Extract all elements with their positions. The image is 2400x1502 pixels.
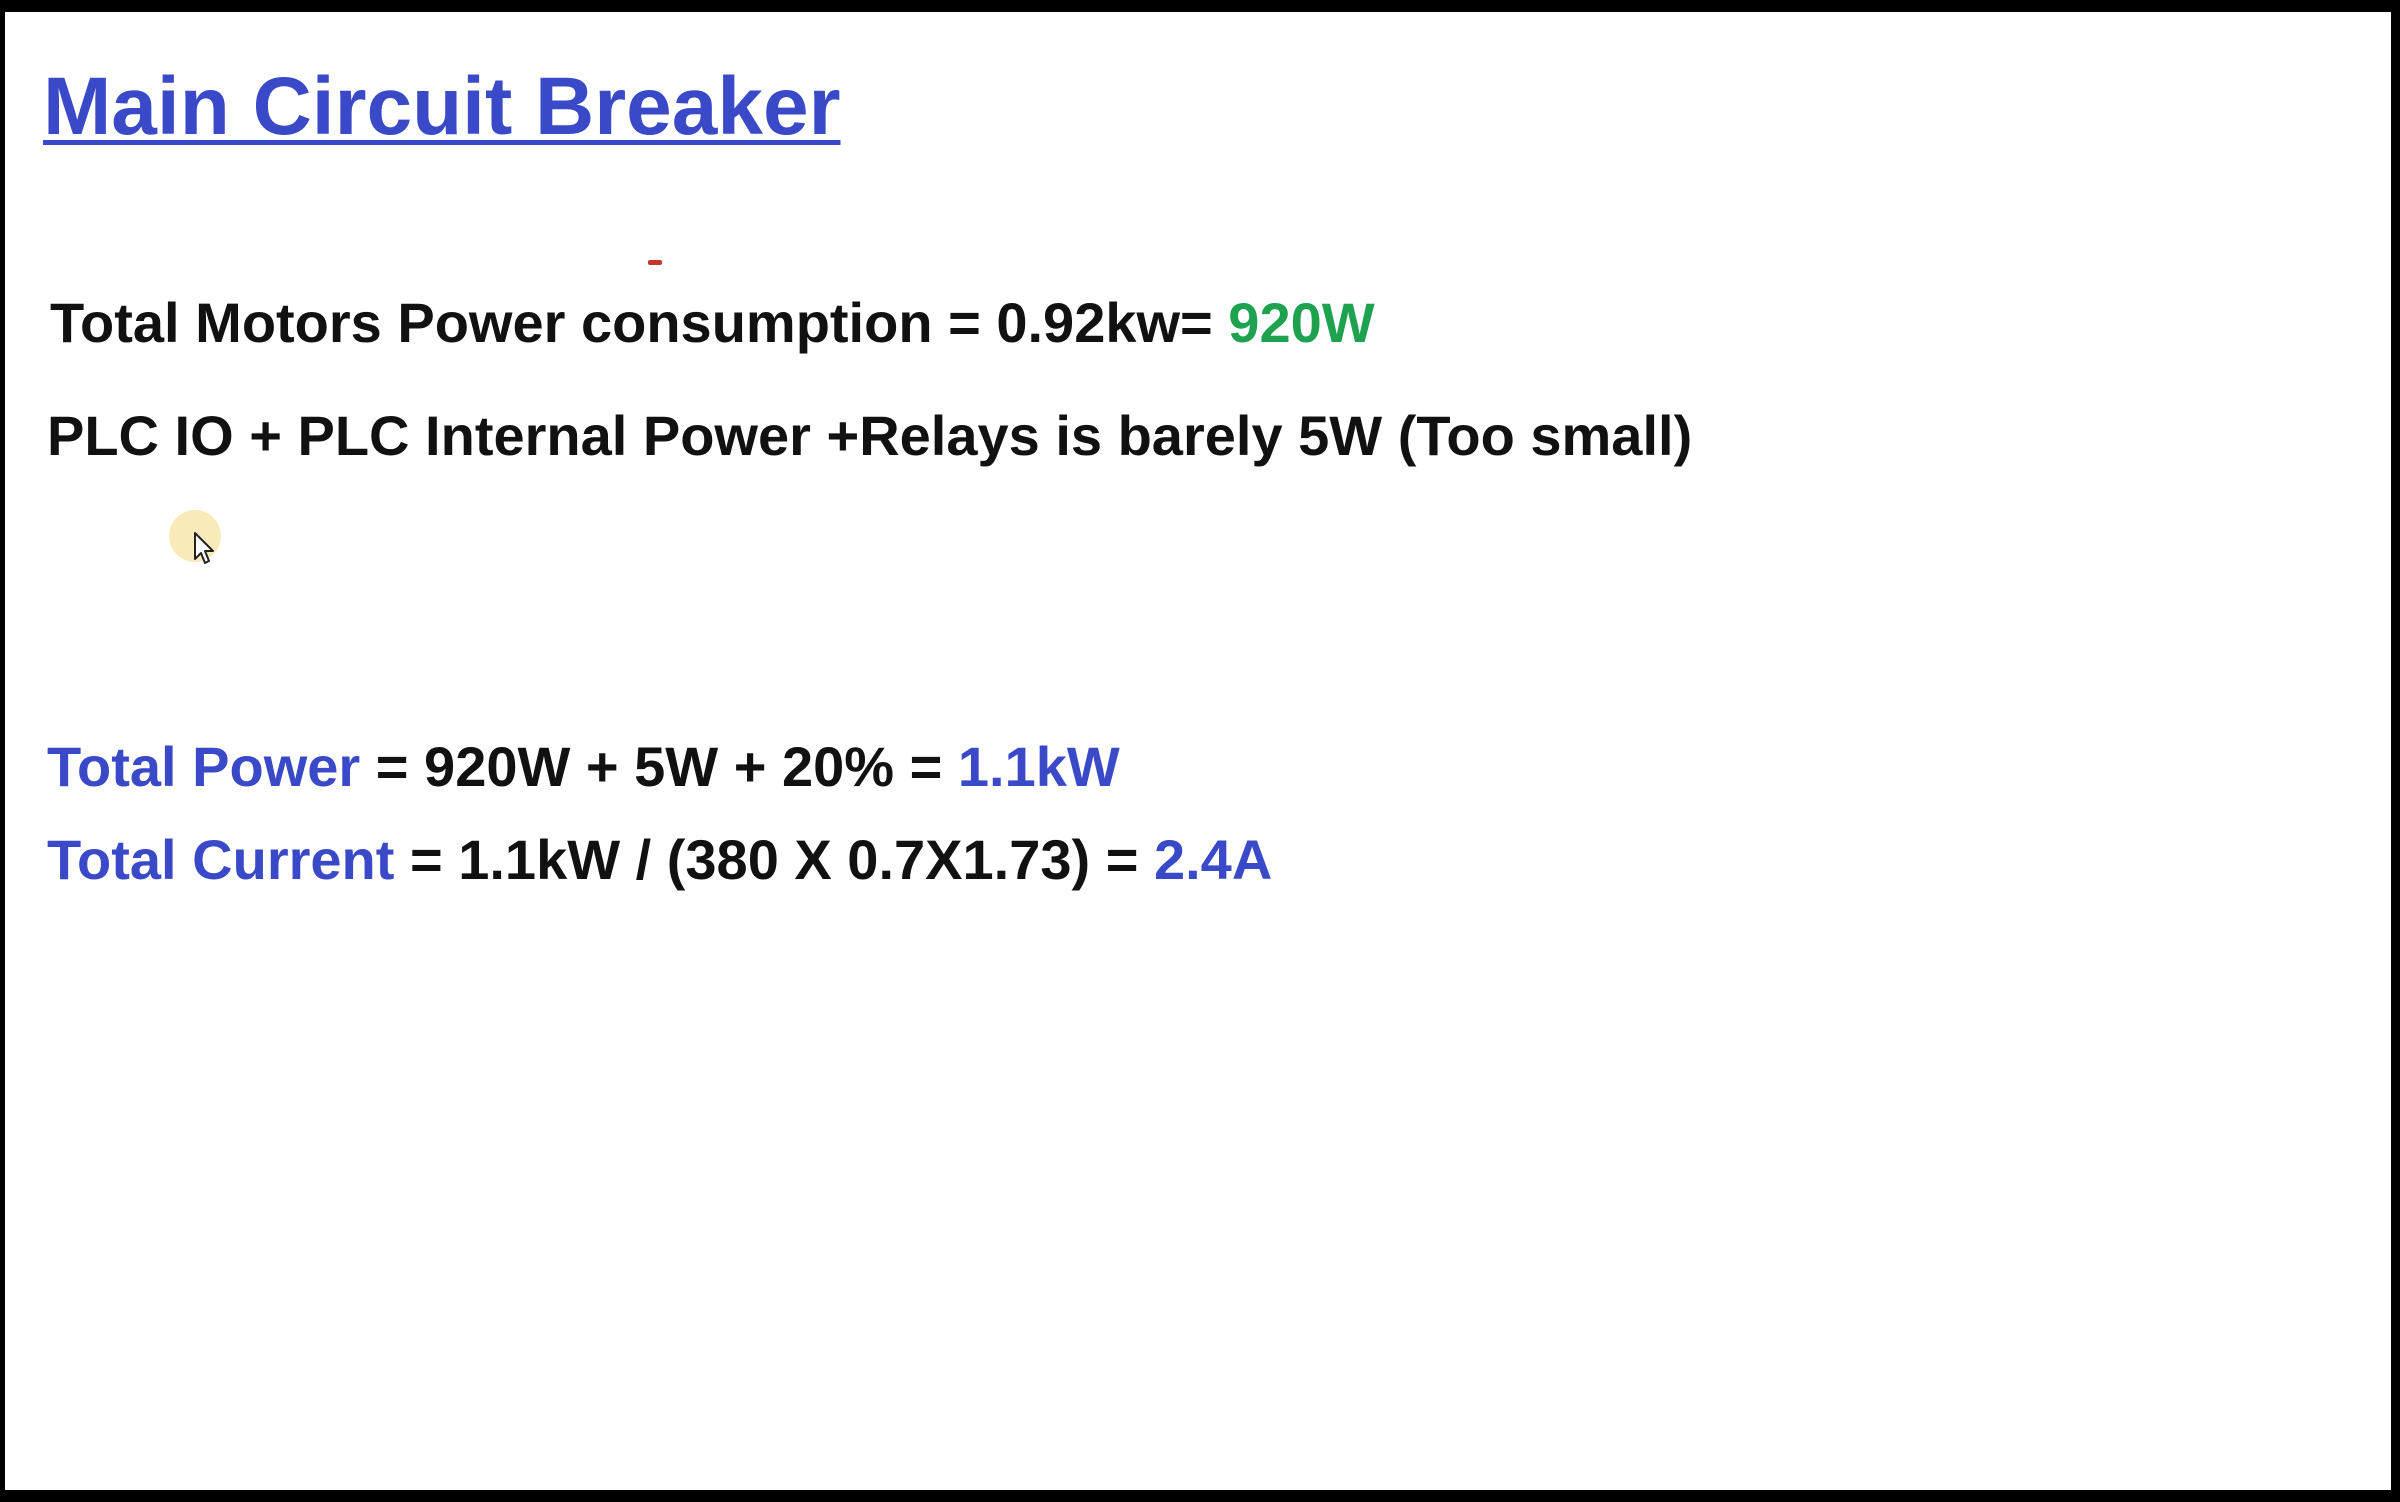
total-current-result: 2.4A	[1153, 828, 1273, 891]
total-power-expression: = 920W + 5W + 20% =	[360, 735, 958, 798]
plc-power-line: PLC IO + PLC Internal Power +Relays is b…	[47, 404, 1693, 467]
total-power-result: 1.1kW	[957, 735, 1120, 798]
total-power-line: Total Power = 920W + 5W + 20% = 1.1kW	[47, 739, 1120, 795]
slide-title: Main Circuit Breaker	[43, 61, 841, 152]
total-current-expression: = 1.1kW / (380 X 0.7X1.73) =	[394, 828, 1154, 891]
red-dash-mark	[648, 260, 662, 265]
motors-power-line: Total Motors Power consumption = 0.92kw=…	[50, 295, 1375, 351]
slide: Main Circuit Breaker Total Motors Power …	[5, 12, 2391, 1490]
total-current-line: Total Current = 1.1kW / (380 X 0.7X1.73)…	[47, 832, 1272, 888]
mouse-pointer-icon	[169, 510, 221, 564]
motors-power-value: 920W	[1228, 291, 1375, 354]
total-power-label: Total Power	[47, 735, 361, 798]
total-current-label: Total Current	[47, 828, 395, 891]
cursor-arrow	[194, 532, 214, 564]
motors-power-text: Total Motors Power consumption = 0.92kw=	[50, 291, 1229, 354]
